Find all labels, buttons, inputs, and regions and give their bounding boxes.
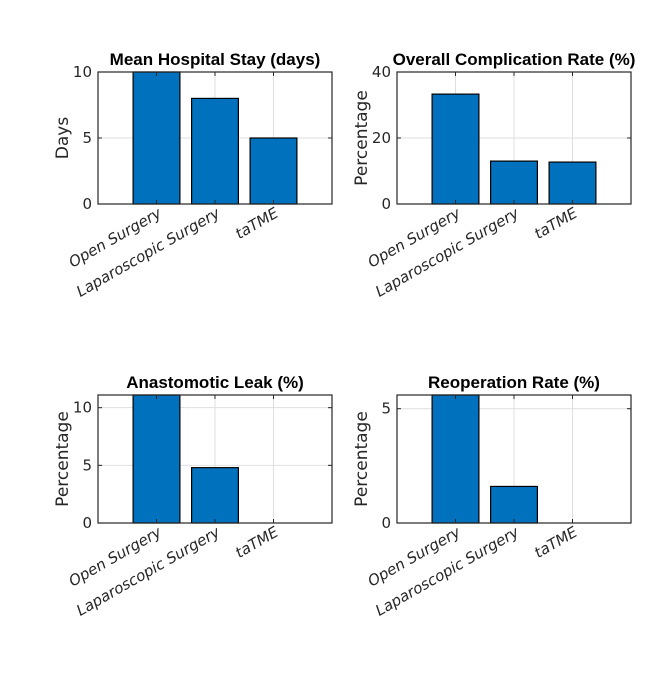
y-axis-label: Percentage (53, 411, 73, 507)
bar-laparoscopic-surgery (191, 467, 240, 524)
bar-laparoscopic-surgery (191, 97, 240, 205)
y-tick-label: 40 (372, 63, 391, 81)
y-tick-label: 0 (82, 514, 92, 532)
y-axis-label: Percentage (352, 90, 372, 186)
bar-open-surgery (132, 394, 181, 524)
bar-tatme (249, 137, 298, 205)
bar-open-surgery (431, 93, 480, 205)
bar-tatme (548, 161, 597, 205)
y-tick-label: 10 (73, 63, 92, 81)
y-tick-label: 0 (82, 195, 92, 213)
y-axis-label: Percentage (352, 411, 372, 507)
y-axis-label: Days (53, 117, 73, 160)
y-tick-label: 5 (82, 456, 92, 474)
bar-open-surgery (132, 71, 181, 205)
y-tick-label: 0 (381, 195, 391, 213)
y-tick-label: 5 (381, 400, 391, 418)
bar-laparoscopic-surgery (490, 485, 539, 524)
chart-title: Reoperation Rate (%) (428, 373, 600, 392)
chart-title: Anastomotic Leak (%) (126, 373, 304, 392)
y-tick-label: 20 (372, 129, 391, 147)
y-tick-label: 5 (82, 129, 92, 147)
chart-title: Mean Hospital Stay (days) (110, 50, 321, 69)
bar-open-surgery (431, 394, 480, 524)
chart-title: Overall Complication Rate (%) (393, 50, 636, 69)
bar-laparoscopic-surgery (490, 160, 539, 205)
y-tick-label: 0 (381, 514, 391, 532)
y-tick-label: 10 (73, 399, 92, 417)
